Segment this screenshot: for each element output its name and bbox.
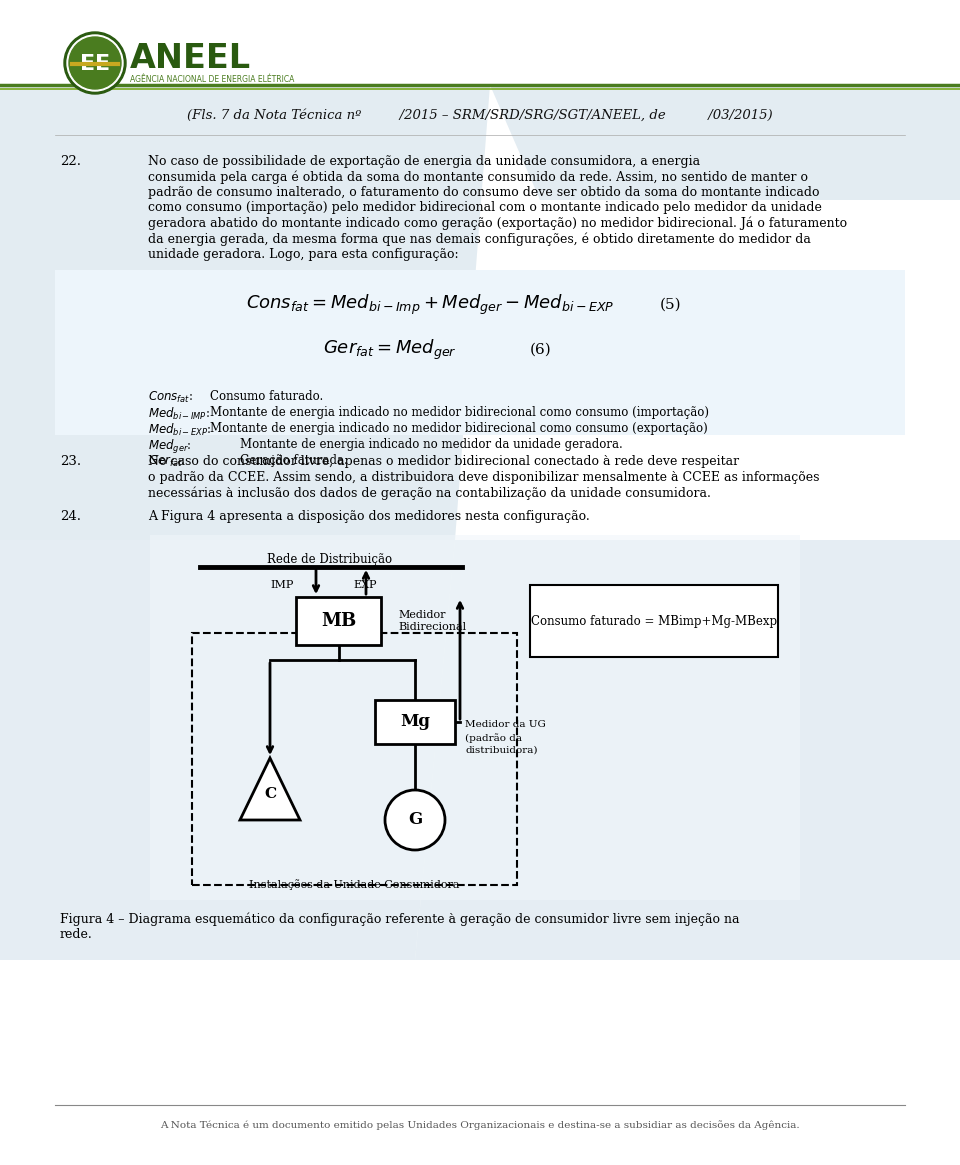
Text: MB: MB <box>321 612 356 630</box>
Text: $\mathit{Cons}_{fat}$:: $\mathit{Cons}_{fat}$: <box>148 390 193 405</box>
Circle shape <box>67 35 123 91</box>
Text: $\mathit{Med}_{bi-EXP}$:: $\mathit{Med}_{bi-EXP}$: <box>148 422 211 438</box>
Text: Consumo faturado = MBimp+Mg-MBexp: Consumo faturado = MBimp+Mg-MBexp <box>531 614 777 628</box>
Text: EXP: EXP <box>353 580 376 589</box>
Text: padrão de consumo inalterado, o faturamento do consumo deve ser obtido da soma d: padrão de consumo inalterado, o faturame… <box>148 186 820 199</box>
Text: G: G <box>408 812 422 828</box>
Text: $\mathit{Cons}_{fat} = \mathit{Med}_{bi-Imp} + \mathit{Med}_{ger} - \mathit{Med}: $\mathit{Cons}_{fat} = \mathit{Med}_{bi-… <box>246 292 614 317</box>
Text: 24.: 24. <box>60 510 81 523</box>
Text: Rede de Distribuição: Rede de Distribuição <box>268 553 393 566</box>
Text: Montante de energia indicado no medidor bidirecional como consumo (exportação): Montante de energia indicado no medidor … <box>210 422 708 435</box>
Text: 22.: 22. <box>60 155 81 168</box>
Text: unidade geradora. Logo, para esta configuração:: unidade geradora. Logo, para esta config… <box>148 248 459 261</box>
Text: Geração faturada.: Geração faturada. <box>240 454 348 467</box>
Text: A Nota Técnica é um documento emitido pelas Unidades Organizacionais e destina-s: A Nota Técnica é um documento emitido pe… <box>160 1120 800 1130</box>
Circle shape <box>69 37 121 89</box>
Text: Montante de energia indicado no medidor bidirecional como consumo (importação): Montante de energia indicado no medidor … <box>210 405 709 419</box>
Polygon shape <box>240 758 300 820</box>
Text: (6): (6) <box>530 343 552 356</box>
Text: $\mathit{Ger}_{fat}$:: $\mathit{Ger}_{fat}$: <box>148 454 185 469</box>
Polygon shape <box>490 85 960 200</box>
Circle shape <box>64 31 126 94</box>
Text: necessárias à inclusão dos dados de geração na contabilização da unidade consumi: necessárias à inclusão dos dados de gera… <box>148 486 710 500</box>
Text: Consumo faturado.: Consumo faturado. <box>210 390 324 403</box>
Text: ANEEL: ANEEL <box>130 42 252 76</box>
Text: (Fls. 7 da Nota Técnica nº         /2015 – SRM/SRD/SRG/SGT/ANEEL, de          /0: (Fls. 7 da Nota Técnica nº /2015 – SRM/S… <box>187 108 773 121</box>
Text: (5): (5) <box>660 298 682 312</box>
Text: $\mathit{Med}_{ger}$:: $\mathit{Med}_{ger}$: <box>148 438 192 456</box>
Text: como consumo (importação) pelo medidor bidirecional com o montante indicado pelo: como consumo (importação) pelo medidor b… <box>148 202 822 214</box>
Bar <box>55 270 905 435</box>
Text: geradora abatido do montante indicado como geração (exportação) no medidor bidir: geradora abatido do montante indicado co… <box>148 217 847 231</box>
Bar <box>530 585 778 657</box>
Bar <box>150 535 800 901</box>
Text: Bidirecional: Bidirecional <box>398 622 467 631</box>
Text: rede.: rede. <box>60 929 93 941</box>
Text: Figura 4 – Diagrama esquemático da configuração referente à geração de consumido: Figura 4 – Diagrama esquemático da confi… <box>60 913 739 926</box>
Text: o padrão da CCEE. Assim sendo, a distribuidora deve disponibilizar mensalmente à: o padrão da CCEE. Assim sendo, a distrib… <box>148 471 820 483</box>
Polygon shape <box>0 541 455 960</box>
Text: da energia gerada, da mesma forma que nas demais configurações, é obtido diretam: da energia gerada, da mesma forma que na… <box>148 233 811 246</box>
Text: Medidor: Medidor <box>398 610 445 620</box>
Text: $\mathit{Med}_{bi-IMP}$:: $\mathit{Med}_{bi-IMP}$: <box>148 405 210 422</box>
Bar <box>192 633 517 885</box>
Bar <box>296 596 381 645</box>
Text: IMP: IMP <box>271 580 294 589</box>
Polygon shape <box>415 541 960 960</box>
Text: Mg: Mg <box>400 713 430 730</box>
Text: (padrão da: (padrão da <box>465 733 522 743</box>
Text: Instalações da Unidade Consumidora: Instalações da Unidade Consumidora <box>250 880 460 890</box>
Text: E: E <box>81 54 96 75</box>
Text: No caso de possibilidade de exportação de energia da unidade consumidora, a ener: No caso de possibilidade de exportação d… <box>148 155 700 168</box>
Text: Montante de energia indicado no medidor da unidade geradora.: Montante de energia indicado no medidor … <box>240 438 623 451</box>
Text: $\mathit{Ger}_{fat} = \mathit{Med}_{ger}$: $\mathit{Ger}_{fat} = \mathit{Med}_{ger}… <box>324 338 457 362</box>
Text: E: E <box>95 54 110 75</box>
Text: A Figura 4 apresenta a disposição dos medidores nesta configuração.: A Figura 4 apresenta a disposição dos me… <box>148 510 589 523</box>
Text: No caso do consumidor livre, apenas o medidor bidirecional conectado à rede deve: No caso do consumidor livre, apenas o me… <box>148 456 739 468</box>
Text: distribuidora): distribuidora) <box>465 746 538 755</box>
Text: consumida pela carga é obtida da soma do montante consumido da rede. Assim, no s: consumida pela carga é obtida da soma do… <box>148 170 808 184</box>
Circle shape <box>385 790 445 850</box>
Text: 23.: 23. <box>60 456 82 468</box>
Text: Medidor da UG: Medidor da UG <box>465 720 546 729</box>
Text: AGÊNCIA NACIONAL DE ENERGIA ELÉTRICA: AGÊNCIA NACIONAL DE ENERGIA ELÉTRICA <box>130 75 295 84</box>
Polygon shape <box>0 85 490 541</box>
Bar <box>375 700 455 744</box>
Text: C: C <box>264 788 276 802</box>
